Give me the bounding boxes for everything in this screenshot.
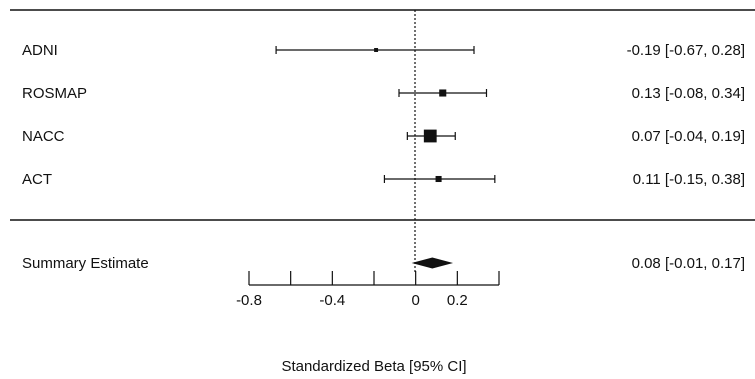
point-estimate — [423, 129, 437, 143]
x-tick-label: -0.8 — [236, 292, 262, 309]
estimate-label: 0.07 [-0.04, 0.19] — [632, 128, 745, 145]
summary-diamond — [411, 257, 454, 269]
summary-row: Summary Estimate 0.08 [-0.01, 0.17] — [22, 255, 745, 272]
study-row-rosmap: ROSMAP 0.13 [-0.08, 0.34] — [22, 85, 745, 102]
study-row-nacc: NACC 0.07 [-0.04, 0.19] — [22, 128, 745, 145]
x-tick-label: -0.4 — [319, 292, 345, 309]
study-rows: ADNI -0.19 [-0.67, 0.28] ROSMAP 0.13 [-0.08… — [22, 42, 745, 188]
study-label: ADNI — [22, 42, 58, 59]
study-label: ACT — [22, 171, 52, 188]
study-label: NACC — [22, 128, 65, 145]
point-estimate — [374, 48, 379, 52]
estimate-label: -0.19 [-0.67, 0.28] — [627, 42, 745, 59]
study-row-act: ACT 0.11 [-0.15, 0.38] — [22, 171, 745, 188]
summary-estimate-label: 0.08 [-0.01, 0.17] — [632, 255, 745, 272]
point-estimate — [435, 175, 442, 183]
x-axis-title: Standardized Beta [95% CI] — [281, 358, 466, 375]
x-tick-label: 0.2 — [447, 292, 468, 309]
x-axis: -0.8 -0.4 0 0.2 — [236, 271, 500, 309]
study-label: ROSMAP — [22, 85, 87, 102]
x-tick-label: 0 — [411, 292, 419, 309]
estimate-label: 0.13 [-0.08, 0.34] — [632, 85, 745, 102]
study-row-adni: ADNI -0.19 [-0.67, 0.28] — [22, 42, 745, 59]
estimate-label: 0.11 [-0.15, 0.38] — [633, 171, 745, 188]
summary-label: Summary Estimate — [22, 255, 149, 272]
point-estimate — [439, 89, 447, 97]
